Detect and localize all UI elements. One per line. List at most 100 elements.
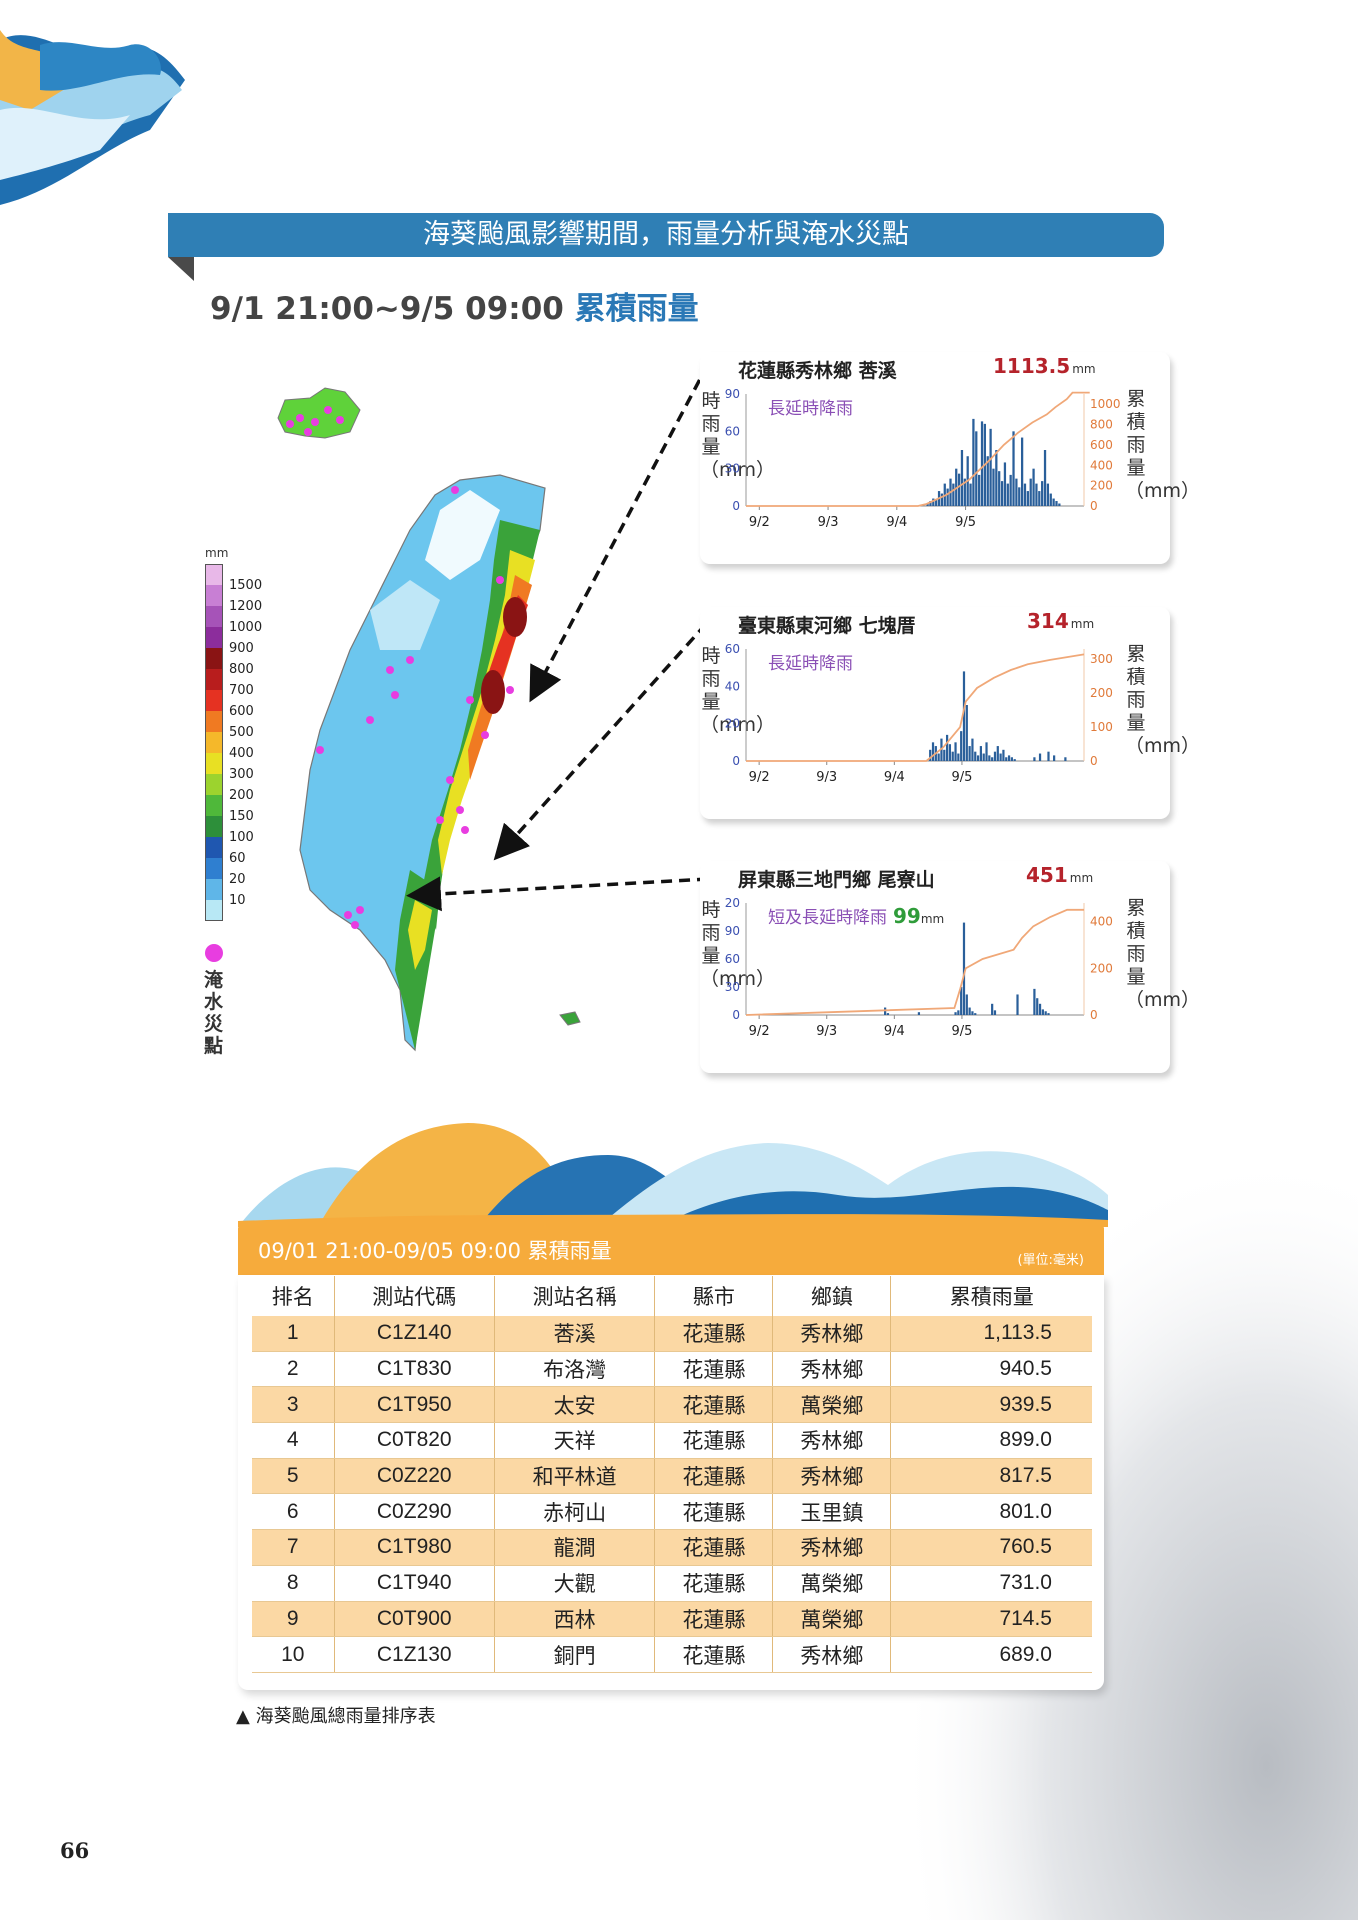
right-tick-label: 600 — [1090, 438, 1113, 452]
table-cell: 689.0 — [890, 1636, 1092, 1673]
table-row: 8 C1T940 大觀 花蓮縣 萬榮鄉 731.0 — [252, 1565, 1092, 1602]
legend-swatch — [205, 732, 223, 753]
table-cell: C1Z140 — [333, 1316, 495, 1352]
x-tick-label: 9/5 — [951, 770, 972, 785]
table-cell: C1T950 — [333, 1386, 495, 1424]
table-cell: 秀林鄉 — [772, 1636, 891, 1673]
table-title: 09/01 21:00-09/05 09:00 累積雨量 — [258, 1239, 612, 1263]
cumulative-line — [746, 391, 1090, 507]
legend-label: 100 — [229, 830, 254, 845]
station-total: 1113.5 mm — [993, 354, 1096, 378]
rainfall-legend: 1500 1200 1000 900 800 700 600 500 400 300 200 150 1… — [205, 564, 262, 921]
table-cell: 萬榮鄉 — [772, 1565, 891, 1602]
table-cell: 花蓮縣 — [654, 1351, 773, 1388]
legend-swatch — [205, 753, 223, 774]
rain-type-note: 長延時降雨 — [768, 399, 853, 419]
legend-swatch — [205, 858, 223, 879]
rain-bar — [1041, 481, 1044, 506]
right-tick-label: 200 — [1090, 479, 1113, 493]
rain-bar — [1010, 757, 1013, 761]
left-tick-label: 30 — [725, 980, 740, 994]
rain-bar — [1013, 759, 1016, 761]
rain-bar — [993, 1010, 997, 1015]
table-cell: C1T830 — [333, 1351, 495, 1388]
rain-bar — [960, 731, 963, 761]
left-tick-label: 0 — [732, 1008, 740, 1022]
x-tick-label: 9/4 — [886, 515, 907, 530]
column-header: 測站代碼 — [333, 1276, 495, 1316]
heading-period: 9/1 21:00~9/5 09:00 — [210, 291, 575, 327]
rain-bar — [1007, 755, 1011, 761]
legend-level: 300 — [205, 753, 262, 781]
rain-bar — [943, 749, 946, 761]
table-cell: 花蓮縣 — [654, 1458, 773, 1495]
table-row: 3 C1T950 太安 花蓮縣 萬榮鄉 939.5 — [252, 1386, 1092, 1424]
rain-bar — [957, 753, 960, 761]
table-cell: 萬榮鄉 — [772, 1386, 891, 1424]
rain-bar — [926, 503, 929, 506]
legend-level: 150 — [205, 795, 262, 823]
legend-swatch — [205, 795, 223, 816]
rain-bar — [962, 671, 966, 761]
chart-panel-3: 屏東縣三地門鄉 尾寮山 451 mm 時雨量（mm） 累積雨量（mm） 短及長延時… — [700, 861, 1200, 1073]
legend-level: 900 — [205, 627, 262, 655]
left-axis-label: 時雨量（mm） — [700, 899, 776, 990]
table-cell: 花蓮縣 — [654, 1493, 773, 1531]
table-cell: 10 — [252, 1636, 335, 1673]
legend-label: 20 — [229, 872, 246, 887]
table-cell: 秀林鄉 — [772, 1529, 891, 1566]
legend-label: 1200 — [229, 599, 263, 614]
rain-bar — [1052, 498, 1055, 506]
left-tick-label: 20 — [725, 717, 740, 731]
rain-bar — [978, 474, 981, 506]
left-tick-label: 60 — [725, 424, 740, 438]
legend-level: 600 — [205, 690, 262, 718]
right-tick-label: 0 — [1090, 499, 1098, 513]
legend-level: 500 — [205, 711, 262, 739]
legend-swatch — [205, 900, 223, 921]
rain-bar — [1043, 450, 1047, 506]
rain-bar — [946, 488, 949, 506]
rain-bar — [1064, 757, 1067, 761]
table-cell: 秀林鄉 — [772, 1351, 891, 1388]
rain-bar — [968, 1007, 971, 1015]
short-duration-peak: 99mm — [893, 904, 945, 928]
rain-bar — [886, 1013, 890, 1015]
table-cell: 花蓮縣 — [654, 1316, 773, 1352]
table-cell: 1,113.5 — [890, 1316, 1092, 1352]
table-cell: C1Z130 — [333, 1636, 495, 1673]
legend-label: 500 — [229, 725, 254, 740]
rain-bar — [1020, 437, 1024, 506]
legend-swatch — [205, 774, 223, 795]
rain-bar — [1046, 483, 1050, 506]
legend-swatch — [205, 648, 223, 669]
legend-level: 20 — [205, 858, 262, 886]
table-row: 4 C0T820 天祥 花蓮縣 秀林鄉 899.0 — [252, 1422, 1092, 1459]
rain-bar — [1032, 468, 1035, 506]
rain-bar — [1035, 483, 1038, 506]
legend-label: 60 — [229, 851, 246, 866]
rain-bar — [1026, 491, 1029, 506]
rain-bar — [884, 1007, 887, 1015]
rain-bar — [965, 994, 968, 1015]
table-cell: 940.5 — [890, 1351, 1092, 1388]
table-row: 7 C1T980 龍澗 花蓮縣 秀林鄉 760.5 — [252, 1529, 1092, 1566]
legend-label: 150 — [229, 809, 254, 824]
page-number: 66 — [60, 1838, 90, 1863]
right-tick-label: 1000 — [1090, 397, 1121, 411]
x-tick-label: 9/3 — [818, 515, 839, 530]
x-tick-label: 9/5 — [955, 515, 976, 530]
rain-bar — [1018, 487, 1021, 506]
legend-unit: mm — [205, 546, 229, 560]
left-tick-label: 60 — [725, 952, 740, 966]
legend-swatch — [205, 816, 223, 837]
cumulative-line — [746, 653, 1085, 762]
table-cell: 1 — [252, 1316, 335, 1352]
table-row: 10 C1Z130 銅門 花蓮縣 秀林鄉 689.0 — [252, 1636, 1092, 1673]
rain-bar — [962, 922, 966, 1015]
rain-bar — [991, 757, 994, 761]
rain-bar — [1036, 998, 1039, 1015]
table-row: 2 C1T830 布洛灣 花蓮縣 秀林鄉 940.5 — [252, 1351, 1092, 1388]
rain-type-note: 長延時降雨 — [768, 654, 853, 674]
legend-level: 10 — [205, 879, 262, 907]
